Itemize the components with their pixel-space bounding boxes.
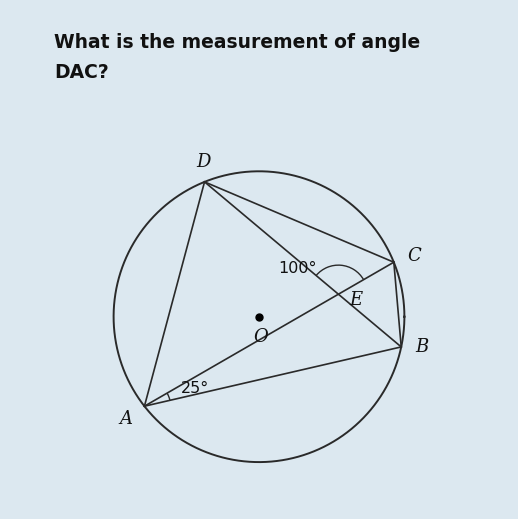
Text: A: A (119, 411, 132, 428)
Text: O: O (253, 328, 268, 346)
Text: E: E (349, 291, 363, 309)
Text: 25°: 25° (181, 381, 209, 397)
Text: 100°: 100° (279, 261, 317, 276)
Text: C: C (407, 248, 421, 265)
Text: DAC?: DAC? (54, 63, 109, 81)
Text: What is the measurement of angle: What is the measurement of angle (54, 33, 420, 52)
Text: B: B (415, 338, 428, 356)
Text: D: D (196, 153, 210, 171)
